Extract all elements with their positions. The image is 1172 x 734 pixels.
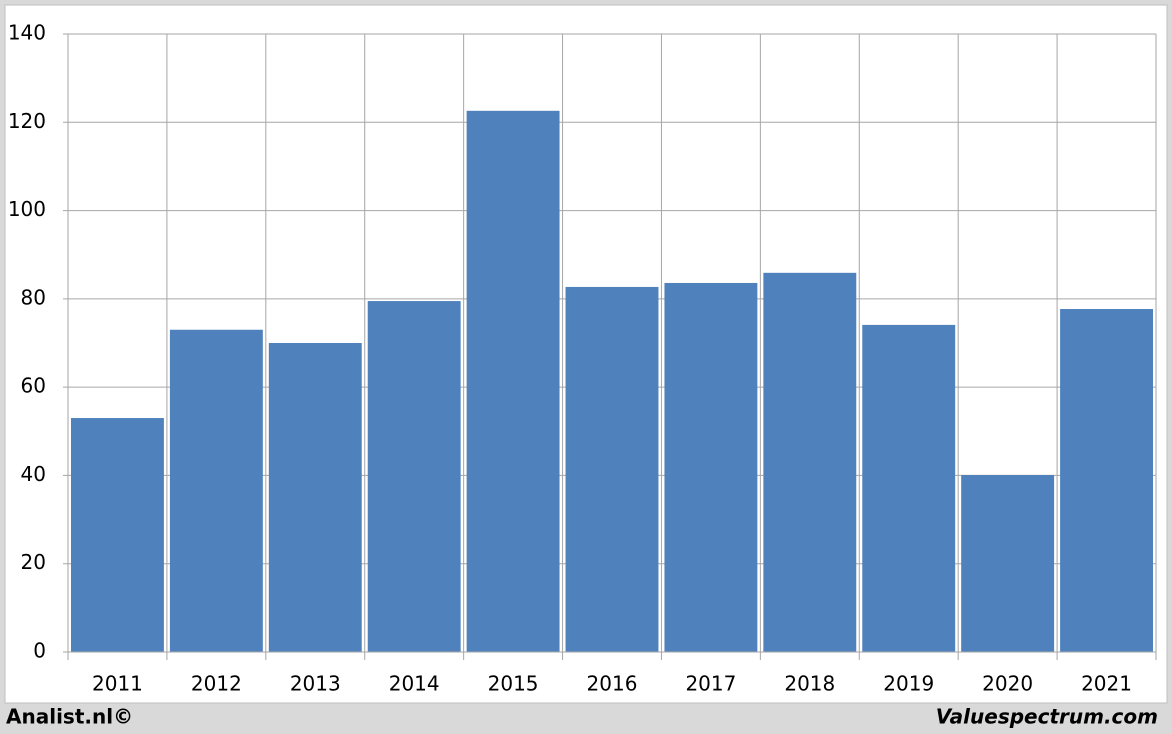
x-tick-label: 2012 [191,672,242,696]
bar [71,418,164,652]
bar [466,110,560,652]
y-tick-label: 0 [33,639,46,663]
bar [268,343,362,652]
x-tick-label: 2018 [784,672,835,696]
bar [862,324,956,652]
y-tick-label: 120 [8,109,46,133]
x-tick-label: 2015 [488,672,539,696]
y-tick-label: 20 [21,550,46,574]
y-tick-label: 40 [21,462,46,486]
x-tick-label: 2021 [1081,672,1132,696]
y-tick-label: 60 [21,374,46,398]
y-tick-label: 100 [8,197,46,221]
x-tick-label: 2011 [92,672,143,696]
bar [763,272,857,652]
footer-right: Valuespectrum.com [936,705,1158,729]
bar [367,301,461,652]
bar [565,286,659,652]
x-tick-label: 2017 [685,672,736,696]
x-tick-label: 2014 [389,672,440,696]
x-tick-label: 2013 [290,672,341,696]
y-tick-label: 80 [21,285,46,309]
x-tick-label: 2016 [587,672,638,696]
bar [1060,309,1153,652]
bar [961,474,1055,652]
footer-left: Analist.nl© [6,705,133,729]
x-tick-label: 2020 [982,672,1033,696]
bar [664,282,758,652]
bar [169,329,263,652]
y-tick-label: 140 [8,21,46,45]
x-tick-label: 2019 [883,672,934,696]
